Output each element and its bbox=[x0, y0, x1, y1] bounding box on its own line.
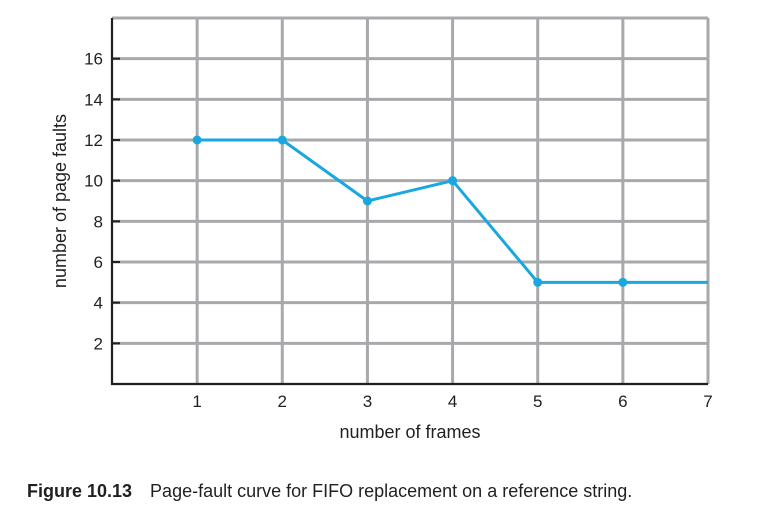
series bbox=[192, 135, 708, 287]
y-tick-label: 10 bbox=[84, 172, 103, 191]
x-tick-label: 4 bbox=[448, 392, 457, 411]
y-tick-label: 2 bbox=[94, 334, 103, 353]
y-tick-label: 8 bbox=[94, 212, 103, 231]
data-point bbox=[277, 135, 287, 145]
data-point bbox=[362, 196, 372, 206]
figure-number: Figure 10.13 bbox=[27, 481, 133, 501]
y-tick-label: 6 bbox=[94, 253, 103, 272]
figure-caption: Figure 10.13 Page-fault curve for FIFO re… bbox=[27, 481, 632, 502]
data-point bbox=[533, 277, 543, 287]
x-tick-label: 1 bbox=[192, 392, 201, 411]
data-point bbox=[192, 135, 202, 145]
y-tick-label: 16 bbox=[84, 50, 103, 69]
y-tick-label: 14 bbox=[84, 90, 103, 109]
axes bbox=[110, 18, 708, 386]
y-tick-label: 4 bbox=[94, 294, 103, 313]
y-tick-label: 12 bbox=[84, 131, 103, 150]
grid bbox=[112, 16, 710, 384]
x-axis-label: number of frames bbox=[339, 422, 480, 442]
data-point bbox=[448, 176, 458, 186]
x-tick-label: 2 bbox=[278, 392, 287, 411]
x-tick-label: 6 bbox=[618, 392, 627, 411]
x-tick-label: 3 bbox=[363, 392, 372, 411]
data-point bbox=[618, 277, 628, 287]
caption-text: Page-fault curve for FIFO replacement on… bbox=[150, 481, 633, 501]
x-tick-label: 7 bbox=[703, 392, 712, 411]
x-tick-label: 5 bbox=[533, 392, 542, 411]
y-axis-label: number of page faults bbox=[50, 114, 70, 288]
